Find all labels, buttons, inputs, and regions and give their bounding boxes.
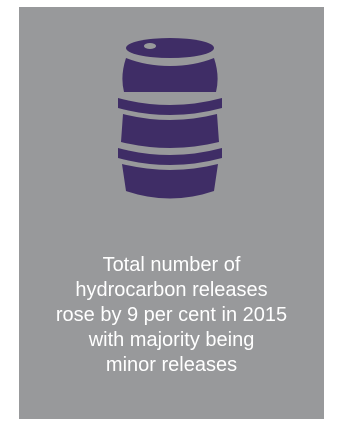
infographic-card: Total number of hydrocarbon releases ros…	[19, 7, 324, 419]
caption-line: rose by 9 per cent in 2015	[55, 304, 288, 326]
caption: Total number of hydrocarbon releases ros…	[19, 253, 324, 378]
oil-barrel-icon	[118, 38, 222, 199]
caption-line: hydrocarbon releases	[75, 279, 268, 301]
caption-line: minor releases	[105, 354, 238, 376]
caption-line: with majority being	[88, 329, 255, 351]
caption-line: Total number of	[102, 254, 241, 276]
